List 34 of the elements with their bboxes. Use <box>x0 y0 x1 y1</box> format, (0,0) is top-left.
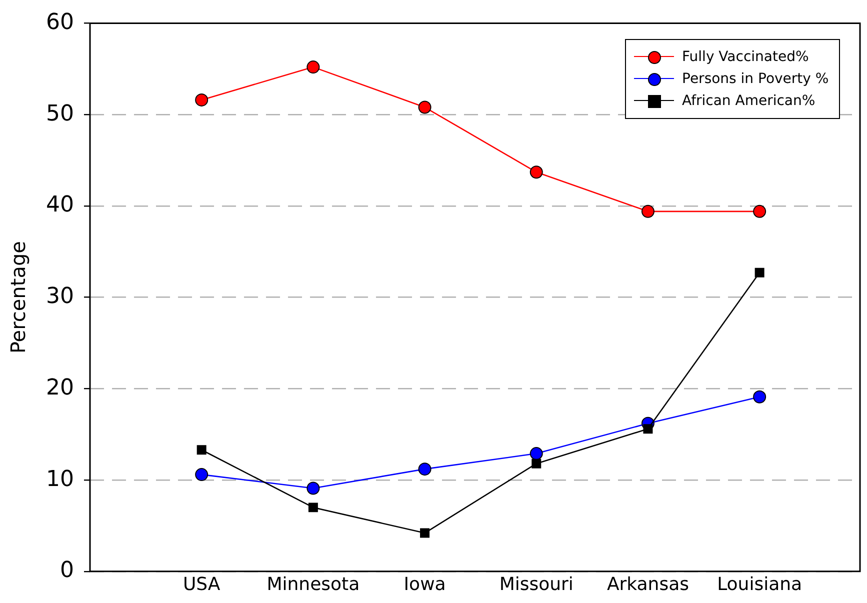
point <box>532 458 542 468</box>
point <box>754 268 764 278</box>
point <box>753 204 766 218</box>
point <box>306 482 320 495</box>
y-tick-label: 0 <box>60 558 74 584</box>
y-tick-label: 10 <box>46 466 74 492</box>
x-tick-label: Arkansas <box>606 574 689 595</box>
y-tick-label: 30 <box>46 284 74 310</box>
legend-label: African American% <box>682 92 816 112</box>
x-tick-label: Iowa <box>404 574 446 595</box>
point <box>530 166 543 179</box>
point <box>418 462 432 476</box>
point <box>530 447 543 460</box>
legend-label: Fully Vaccinated% <box>682 48 809 68</box>
point <box>641 204 654 218</box>
point <box>195 93 208 106</box>
point <box>195 468 208 482</box>
y-tick-label: 50 <box>46 101 74 126</box>
point <box>308 502 318 512</box>
point <box>418 100 432 114</box>
point <box>643 424 653 434</box>
y-tick-label: 60 <box>46 10 74 35</box>
y-tick-label: 20 <box>46 375 74 400</box>
legend-label: Persons in Poverty % <box>682 70 829 90</box>
point <box>306 60 320 74</box>
y-tick-label: 40 <box>46 192 74 218</box>
x-tick-label: Minnesota <box>266 574 360 595</box>
x-tick-label: Missouri <box>499 574 574 595</box>
x-tick-label: Louisiana <box>717 574 802 595</box>
x-tick-label: USA <box>182 574 221 595</box>
point <box>196 445 206 455</box>
point <box>753 390 766 404</box>
point <box>420 528 430 538</box>
y-axis-title: Percentage <box>6 241 30 354</box>
